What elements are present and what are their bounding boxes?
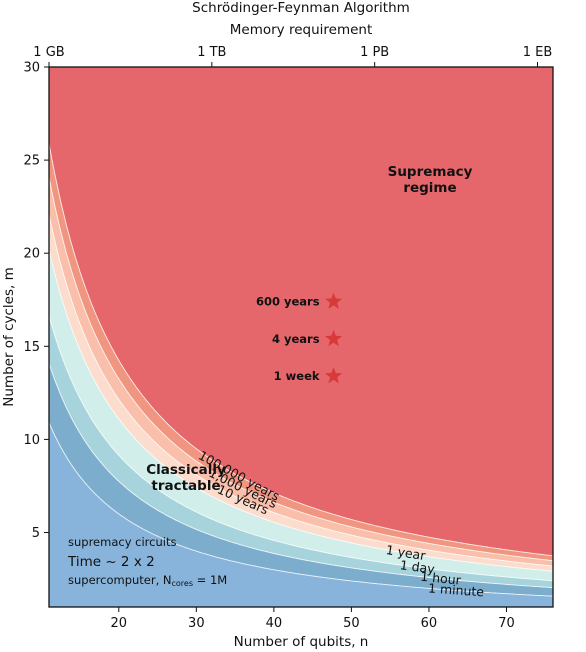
plot-area — [49, 67, 553, 607]
y-tick-label: 30 — [23, 61, 40, 76]
top-tick-label: 1 PB — [360, 45, 389, 60]
contour-line — [49, 174, 553, 562]
plot-frame — [48, 66, 554, 608]
y-tick-label: 25 — [23, 154, 40, 169]
supremacy-region-label-2: regime — [403, 180, 456, 196]
contour-line — [49, 421, 553, 597]
y-tick-label: 10 — [23, 433, 40, 448]
star-label: 1 week — [274, 369, 320, 383]
x-axis-title: Number of qubits, n — [234, 634, 369, 650]
y-tick-label: 15 — [23, 340, 40, 355]
note-supercomputer-main: supercomputer, N — [68, 573, 172, 587]
x-tick-label: 20 — [111, 616, 128, 631]
contour-line — [49, 247, 553, 572]
star-marker — [325, 367, 343, 384]
contour-line — [49, 211, 553, 567]
contour-band — [49, 67, 553, 556]
x-tick-label: 40 — [266, 616, 283, 631]
top-axis-title: Memory requirement — [230, 22, 373, 38]
note-supercomputer: supercomputer, Ncores = 1M — [68, 573, 227, 588]
star-marker — [325, 292, 343, 309]
contour-line — [49, 361, 553, 589]
top-tick-label: 1 GB — [33, 45, 64, 60]
contour-label: 1 minute — [428, 580, 485, 599]
top-tick-label: 1 EB — [523, 45, 553, 60]
note-supercomputer-tail: = 1M — [193, 573, 227, 587]
top-tick-label: 1 TB — [197, 45, 226, 60]
star-label: 4 years — [272, 332, 320, 346]
contour-label: 1 hour — [420, 569, 463, 588]
x-tick-label: 30 — [188, 616, 205, 631]
note-supercomputer-sub: cores — [172, 579, 194, 588]
x-tick-label: 60 — [421, 616, 438, 631]
x-tick-label: 50 — [343, 616, 360, 631]
contour-line — [49, 314, 553, 582]
y-tick-label: 5 — [32, 526, 40, 541]
x-tick-label: 70 — [498, 616, 515, 631]
contour-label: 1 year — [385, 542, 428, 563]
note-circuits: supremacy circuits — [68, 535, 176, 549]
star-label: 600 years — [256, 295, 320, 309]
contour-label: 1 day — [399, 557, 436, 576]
contour-line — [49, 140, 553, 557]
classical-region-label-2: tractable — [151, 478, 220, 494]
classical-region-label: Classically — [146, 462, 226, 478]
star-marker — [325, 329, 343, 347]
y-tick-label: 20 — [23, 247, 40, 262]
y-axis-title: Number of cycles, m — [1, 267, 17, 406]
chart-title: Schrödinger-Feynman Algorithm — [192, 0, 410, 16]
note-time: Time ~ 2 x 2 — [67, 554, 155, 570]
supremacy-region-label: Supremacy — [388, 164, 473, 180]
